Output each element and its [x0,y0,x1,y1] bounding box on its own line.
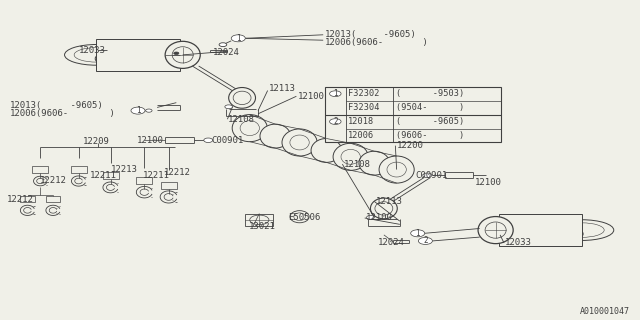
Text: 12212: 12212 [164,168,191,177]
Text: ): ) [61,109,115,118]
Ellipse shape [502,229,555,245]
Ellipse shape [165,41,200,68]
Bar [32,166,48,173]
Text: C00901: C00901 [211,136,244,145]
Bar [20,196,35,202]
Ellipse shape [559,223,604,237]
Text: 2: 2 [423,236,428,245]
Text: E50506: E50506 [288,213,320,222]
Text: 12113: 12113 [269,84,296,93]
Bar [499,214,582,246]
Circle shape [231,35,245,42]
Ellipse shape [232,115,268,142]
Circle shape [219,43,227,47]
Text: 1: 1 [136,106,140,115]
Text: F32302: F32302 [348,89,380,98]
Text: 12209: 12209 [83,137,109,146]
Text: 12108: 12108 [228,115,255,124]
Text: -9605): -9605) [362,30,415,39]
Ellipse shape [233,91,251,105]
Circle shape [419,237,433,244]
Ellipse shape [375,202,393,215]
Ellipse shape [379,156,414,183]
Ellipse shape [525,225,583,243]
Text: 12100: 12100 [366,213,393,222]
Text: 12212: 12212 [40,176,67,185]
Circle shape [330,119,341,124]
Bar [161,182,177,189]
Bar [46,196,60,202]
Text: 12213: 12213 [111,165,138,174]
Ellipse shape [534,228,575,240]
Circle shape [225,105,232,109]
Text: F32304: F32304 [348,103,380,112]
Text: 12024: 12024 [212,48,239,57]
Text: (9504-      ): (9504- ) [396,103,464,112]
Text: ): ) [374,38,428,47]
Circle shape [330,91,341,97]
Text: 12006: 12006 [348,131,374,140]
Text: 1: 1 [415,229,420,238]
Bar [70,166,86,173]
Ellipse shape [260,124,291,148]
Text: (9606-      ): (9606- ) [396,131,464,140]
Text: 12024: 12024 [378,238,404,247]
Ellipse shape [228,87,255,108]
Text: A010001047: A010001047 [580,307,630,316]
Text: 12108: 12108 [344,160,371,169]
Text: 12211: 12211 [143,172,170,180]
Text: 12006(9606-: 12006(9606- [10,109,69,118]
Text: 12033: 12033 [505,238,532,247]
Ellipse shape [478,217,513,244]
Text: 12100: 12100 [474,178,501,187]
Text: 12212: 12212 [7,195,34,204]
Ellipse shape [282,129,317,156]
Circle shape [411,230,425,237]
Text: 12013(: 12013( [10,101,42,110]
Text: 1: 1 [236,34,241,43]
Text: 12200: 12200 [397,141,424,150]
Circle shape [367,215,374,219]
Circle shape [131,107,145,114]
Text: (      -9503): ( -9503) [396,89,464,98]
Text: -9605): -9605) [49,101,102,110]
Text: 13021: 13021 [248,222,275,231]
Ellipse shape [371,198,397,219]
Text: 12018: 12018 [348,117,374,126]
Circle shape [423,173,432,178]
Bar [102,172,118,180]
Text: 1: 1 [333,89,338,98]
Text: 2: 2 [333,117,338,126]
Text: C00901: C00901 [416,172,448,180]
Ellipse shape [290,211,309,223]
Ellipse shape [550,220,614,240]
Text: (      -9605): ( -9605) [396,117,464,126]
Text: 12013(: 12013( [325,30,357,39]
Bar [325,87,500,142]
Ellipse shape [311,139,342,162]
Ellipse shape [333,143,368,170]
Bar [245,213,273,226]
Text: 12100: 12100 [298,92,324,101]
Text: 12006(9606-: 12006(9606- [325,38,384,47]
Text: 12033: 12033 [79,45,106,55]
Circle shape [146,109,152,112]
Bar [136,177,152,184]
Circle shape [204,138,212,142]
Bar [97,39,179,71]
Text: 12113: 12113 [376,197,403,206]
Circle shape [173,52,179,54]
Ellipse shape [359,151,390,175]
Text: 12100: 12100 [137,136,164,145]
Text: 12211: 12211 [90,172,117,180]
